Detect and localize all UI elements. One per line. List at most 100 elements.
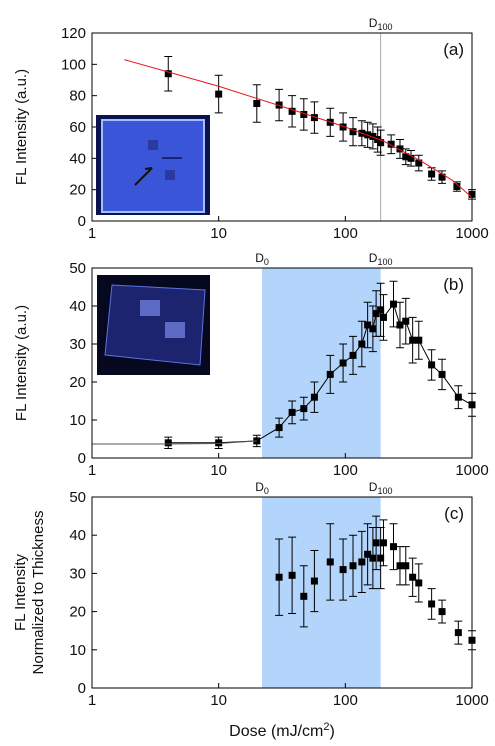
y-tick-label: 40 (69, 298, 86, 315)
data-point (339, 123, 347, 131)
data-point (349, 351, 357, 359)
y-tick-label: 100 (61, 56, 86, 73)
data-point (415, 579, 423, 587)
series-line (124, 59, 473, 198)
y-tick-label: 40 (69, 150, 86, 167)
data-point (407, 154, 415, 162)
data-point (396, 321, 404, 329)
x-tick-label: 1 (88, 462, 96, 479)
data-point (364, 321, 372, 329)
data-point (369, 132, 377, 140)
inset-photo-b (97, 275, 210, 375)
x-tick-label: 100 (333, 462, 358, 479)
data-point (409, 336, 417, 344)
plot-frame (91, 496, 473, 689)
data-point (300, 592, 308, 600)
x-tick-label: 1000 (455, 462, 488, 479)
y-tick-label: 0 (78, 680, 86, 697)
x-label-text: Dose (mJ/cm (229, 723, 323, 740)
data-point (369, 554, 377, 562)
marker-sub: 0 (264, 486, 269, 496)
panel-label: (a) (443, 40, 464, 59)
data-point (415, 336, 423, 344)
data-point (377, 139, 385, 147)
data-point (288, 107, 296, 115)
data-point (349, 562, 357, 570)
y-axis-label: FL Intensity (a.u.) (13, 305, 30, 421)
x-label-end: ) (330, 723, 335, 740)
x-tick-label: 100 (333, 692, 358, 709)
data-point (409, 573, 417, 581)
x-tick-label: 10 (210, 225, 227, 242)
data-point (379, 313, 387, 321)
data-point (326, 370, 334, 378)
y-tick-label: 40 (69, 527, 86, 544)
data-point (389, 543, 397, 551)
y-tick-label: 20 (69, 604, 86, 621)
data-point (438, 370, 446, 378)
data-point (428, 600, 436, 608)
data-point (358, 558, 366, 566)
data-point (339, 566, 347, 574)
y-tick-label: 50 (69, 260, 86, 277)
data-point (300, 405, 308, 413)
marker-text: D (369, 16, 378, 30)
x-tick-label: 10 (210, 462, 227, 479)
marker-label: D100 (369, 480, 393, 496)
data-point (253, 100, 261, 107)
y-tick-label: 10 (69, 642, 86, 659)
y-tick-label: 120 (61, 25, 86, 42)
marker-label: D0 (255, 480, 269, 496)
marker-label: D100 (369, 16, 393, 32)
data-point (300, 110, 308, 118)
y-tick-label: 80 (69, 88, 86, 105)
data-point (364, 550, 372, 558)
y-tick-label: 30 (69, 336, 86, 353)
marker-sub: 100 (377, 486, 392, 496)
x-tick-label: 1000 (455, 225, 488, 242)
data-point (349, 128, 357, 136)
x-tick-label: 10 (210, 692, 227, 709)
data-point (402, 562, 410, 570)
marker-sub: 100 (377, 257, 392, 267)
data-point (396, 145, 404, 153)
data-point (415, 159, 423, 167)
series-line (92, 440, 257, 445)
x-tick-label: 1 (88, 225, 96, 242)
y-tick-label: 0 (78, 213, 86, 230)
x-axis-label: Dose (mJ/cm2) (229, 721, 335, 740)
data-point (402, 317, 410, 325)
data-point (428, 170, 436, 178)
data-point (377, 554, 385, 562)
y-tick-label: 10 (69, 412, 86, 429)
data-point (164, 70, 172, 78)
data-point (369, 325, 377, 333)
data-point (377, 306, 385, 314)
x-tick-label: 100 (333, 225, 358, 242)
data-point (396, 562, 404, 570)
marker-label: D0 (255, 251, 269, 267)
plot-frame (91, 267, 473, 459)
data-point (389, 300, 397, 308)
data-point (288, 571, 296, 579)
data-point (275, 573, 283, 581)
data-point (215, 90, 223, 98)
data-point (310, 393, 318, 401)
data-point (402, 153, 410, 161)
panel-label: (c) (444, 504, 464, 523)
y-tick-label: 0 (78, 450, 86, 467)
panel-label: (b) (443, 275, 464, 294)
y-tick-label: 20 (69, 374, 86, 391)
data-point (339, 359, 347, 367)
y-axis-label: FL Intensity (12, 554, 29, 631)
data-point (454, 629, 462, 637)
y-tick-label: 20 (69, 182, 86, 199)
data-point (387, 140, 395, 148)
inset-photo-a (96, 115, 210, 215)
y-axis-label: Normalized to Thickness (30, 511, 47, 675)
data-point (310, 114, 318, 122)
y-tick-label: 50 (69, 489, 86, 506)
data-point (358, 340, 366, 348)
data-point (288, 408, 296, 416)
